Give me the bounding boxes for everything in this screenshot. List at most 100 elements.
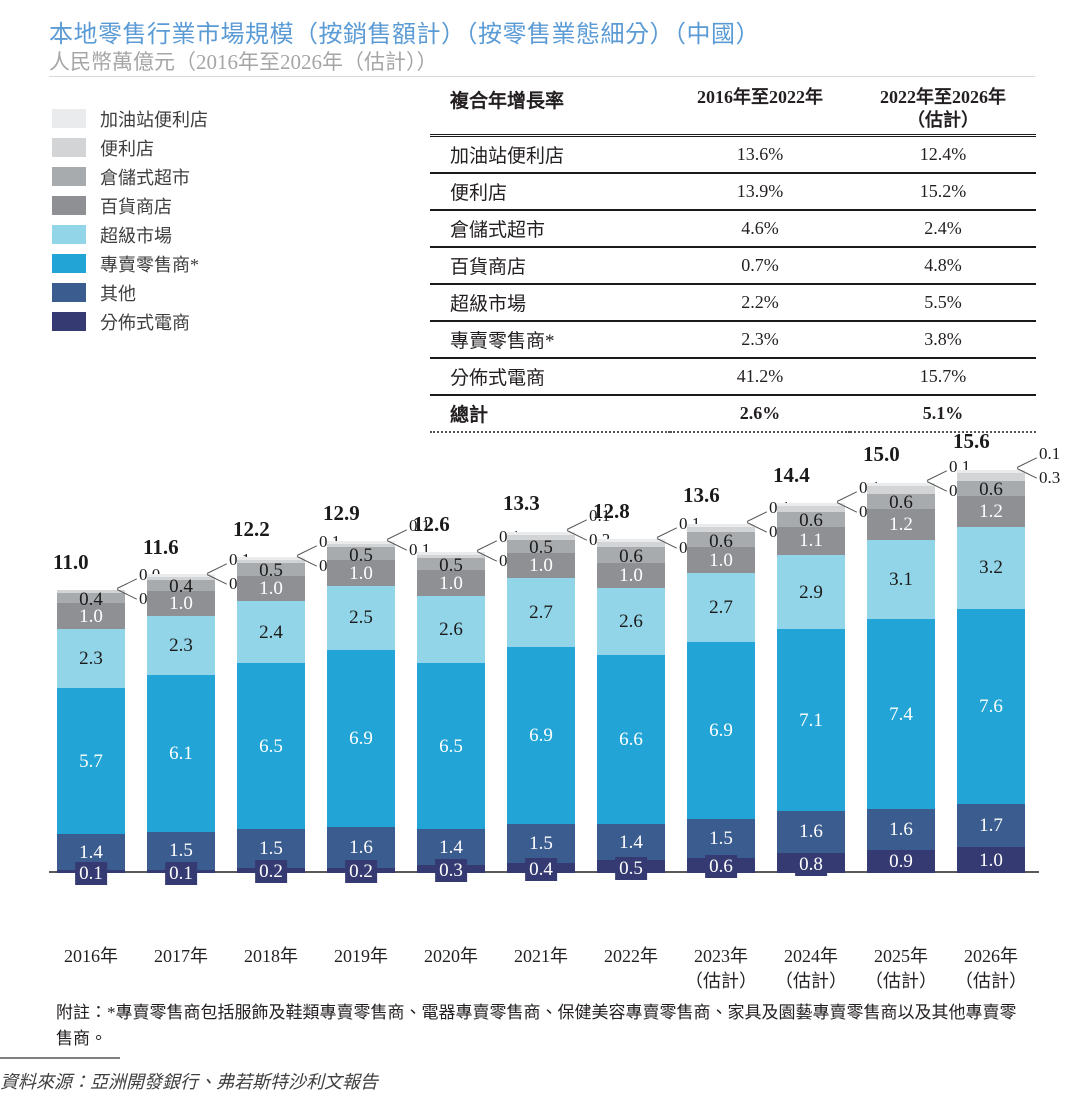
bar-segment[interactable]: 0.2: [327, 860, 395, 884]
bar-segment[interactable]: 1.0: [327, 560, 395, 586]
bar-segment[interactable]: [507, 534, 575, 540]
bar-segment[interactable]: 1.0: [417, 570, 485, 597]
bar-segment[interactable]: [957, 470, 1025, 474]
bar-group[interactable]: 0.1 1.4 5.7 2.3 1.0 0.4: [57, 590, 125, 885]
bar-segment[interactable]: 1.4: [417, 829, 485, 866]
bar-group[interactable]: 0.3 1.4 6.5 2.6 1.0 0.5: [417, 551, 485, 883]
bar-segment[interactable]: 2.9: [777, 555, 845, 630]
bar-segment[interactable]: [867, 482, 935, 486]
bar-segment[interactable]: 0.5: [417, 556, 485, 575]
bar-segment[interactable]: [417, 554, 485, 558]
bar-segment[interactable]: [57, 590, 125, 594]
bar-segment[interactable]: [417, 551, 485, 555]
bar-segment[interactable]: 5.7: [57, 687, 125, 835]
bar-segment[interactable]: 0.6: [777, 511, 845, 530]
bar-group[interactable]: 0.2 1.5 6.5 2.4 1.0 0.5: [237, 556, 305, 884]
bar-segment[interactable]: 3.2: [957, 526, 1025, 609]
bar-segment[interactable]: 1.5: [687, 819, 755, 858]
bar-segment[interactable]: [777, 506, 845, 512]
bar-segment[interactable]: 0.5: [507, 538, 575, 557]
bar-segment[interactable]: 1.2: [957, 496, 1025, 527]
bar-segment[interactable]: [957, 473, 1025, 481]
bar-segment[interactable]: [777, 503, 845, 507]
bar-segment[interactable]: 6.1: [147, 675, 215, 832]
bar-segment[interactable]: 1.0: [147, 590, 215, 617]
bar-segment[interactable]: [597, 542, 665, 548]
bar-segment[interactable]: 1.6: [867, 808, 935, 850]
bar-segment[interactable]: 2.7: [507, 578, 575, 648]
bar-segment[interactable]: 0.5: [327, 546, 395, 565]
bar-segment[interactable]: 2.3: [57, 629, 125, 688]
bar-segment[interactable]: [597, 539, 665, 543]
bar-segment[interactable]: 1.7: [957, 803, 1025, 848]
bar-segment[interactable]: [327, 544, 395, 548]
bar-segment[interactable]: 1.2: [867, 508, 935, 540]
bar-segment[interactable]: 6.9: [507, 647, 575, 825]
bar-segment[interactable]: 2.6: [597, 588, 665, 656]
bar-segment[interactable]: 0.1: [57, 861, 125, 885]
legend-item[interactable]: 分佈式電商: [52, 307, 282, 336]
bar-group[interactable]: 0.9 1.6 7.4 3.1 1.2 0.6: [867, 482, 935, 873]
bar-segment[interactable]: 0.5: [597, 856, 665, 880]
bar-segment[interactable]: 0.6: [957, 480, 1025, 499]
legend-item[interactable]: 其他: [52, 278, 282, 307]
bar-segment[interactable]: 1.0: [957, 847, 1025, 873]
bar-segment[interactable]: 1.0: [507, 552, 575, 579]
bar-group[interactable]: 0.2 1.6 6.9 2.5 1.0 0.5: [327, 541, 395, 884]
bar-segment[interactable]: 0.8: [777, 852, 845, 876]
bar-segment[interactable]: 0.6: [687, 532, 755, 551]
legend-item[interactable]: 便利店: [52, 133, 282, 162]
bar-segment[interactable]: 0.6: [597, 547, 665, 566]
bar-segment[interactable]: 1.6: [777, 811, 845, 853]
bar-segment[interactable]: 1.0: [597, 562, 665, 589]
legend-item[interactable]: 超級市場: [52, 220, 282, 249]
bar-group[interactable]: 0.5 1.4 6.6 2.6 1.0 0.6: [597, 539, 665, 880]
bar-segment[interactable]: 0.5: [237, 561, 305, 580]
bar-segment[interactable]: 6.5: [417, 662, 485, 830]
bar-segment[interactable]: [687, 523, 755, 527]
bar-group[interactable]: 0.4 1.5 6.9 2.7 1.0 0.5: [507, 531, 575, 881]
bar-segment[interactable]: 1.0: [237, 575, 305, 602]
bar-segment[interactable]: 6.6: [597, 655, 665, 825]
bar-segment[interactable]: 0.6: [687, 855, 755, 879]
bar-segment[interactable]: 1.4: [597, 824, 665, 861]
bar-segment[interactable]: 7.4: [867, 619, 935, 809]
bar-segment[interactable]: 2.5: [327, 585, 395, 650]
bar-segment[interactable]: [507, 531, 575, 535]
bar-segment[interactable]: 6.5: [237, 662, 305, 830]
bar-segment[interactable]: 1.1: [777, 526, 845, 556]
bar-segment[interactable]: 7.6: [957, 608, 1025, 804]
bar-group[interactable]: 0.1 1.5 6.1 2.3 1.0 0.4: [147, 574, 215, 885]
bar-segment[interactable]: 1.0: [57, 603, 125, 629]
bar-segment[interactable]: 0.4: [507, 857, 575, 881]
bar-segment[interactable]: 0.9: [867, 849, 935, 873]
bar-group[interactable]: 0.8 1.6 7.1 2.9 1.1 0.6: [777, 503, 845, 876]
bar-group[interactable]: 0.6 1.5 6.9 2.7 1.0 0.6: [687, 523, 755, 879]
bar-segment[interactable]: 6.9: [327, 649, 395, 827]
legend-item[interactable]: 百貨商店: [52, 191, 282, 220]
bar-segment[interactable]: 2.3: [147, 616, 215, 676]
bar-segment[interactable]: 7.1: [777, 629, 845, 812]
legend-item[interactable]: 倉儲式超市: [52, 162, 282, 191]
legend-item[interactable]: 專賣零售商*: [52, 249, 282, 278]
bar-segment[interactable]: [147, 574, 215, 578]
bar-segment[interactable]: 6.9: [687, 642, 755, 820]
bar-segment[interactable]: 1.5: [147, 831, 215, 870]
bar-segment[interactable]: [687, 526, 755, 533]
bar-segment[interactable]: 3.1: [867, 539, 935, 620]
bar-segment[interactable]: 2.6: [417, 596, 485, 663]
bar-group[interactable]: 1.0 1.7 7.6 3.2 1.2 0.6: [957, 470, 1025, 873]
bar-segment[interactable]: [237, 559, 305, 563]
bar-segment[interactable]: 2.7: [687, 573, 755, 643]
bar-segment[interactable]: 1.0: [687, 547, 755, 574]
legend-item[interactable]: 加油站便利店: [52, 104, 282, 133]
bar-segment[interactable]: 0.4: [147, 577, 215, 596]
bar-segment[interactable]: [327, 541, 395, 545]
bar-segment[interactable]: 0.3: [417, 859, 485, 883]
bar-segment[interactable]: 0.2: [237, 860, 305, 884]
bar-segment[interactable]: [867, 485, 935, 494]
bar-segment[interactable]: 0.6: [867, 493, 935, 512]
bar-segment[interactable]: [147, 577, 215, 581]
bar-segment[interactable]: 0.4: [57, 590, 125, 609]
bar-segment[interactable]: 1.5: [507, 824, 575, 863]
